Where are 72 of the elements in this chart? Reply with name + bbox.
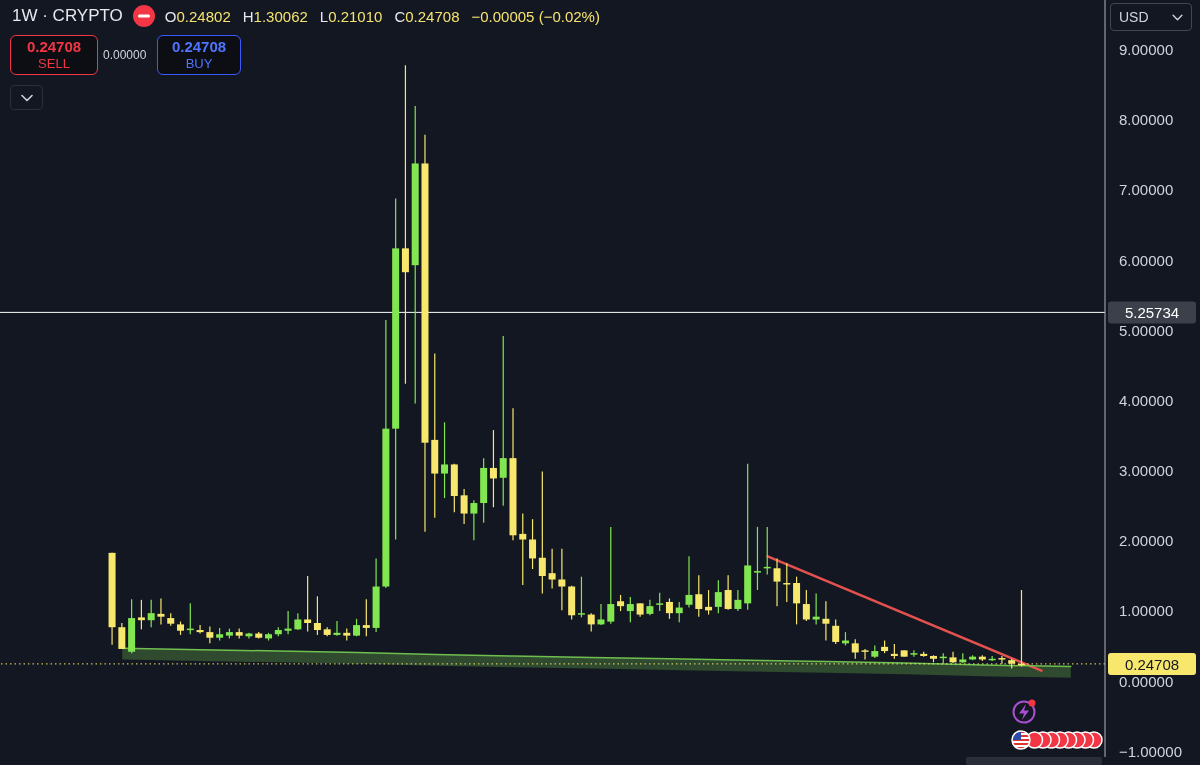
candlestick <box>734 589 742 612</box>
annotation: H1.30062 <box>242 7 308 25</box>
candlestick <box>284 610 292 635</box>
candlestick <box>597 603 605 626</box>
candlestick <box>137 599 145 630</box>
annotation: C0.24708 <box>394 7 460 25</box>
candlestick <box>362 598 370 637</box>
candlestick <box>499 335 507 507</box>
y-tick-label: 4.00000 <box>1119 391 1174 409</box>
annotation: 0.00000 <box>103 48 147 62</box>
candlestick <box>529 518 537 570</box>
candlestick <box>489 429 497 508</box>
candlestick <box>401 64 409 385</box>
candlestick <box>304 575 312 633</box>
candlestick <box>577 576 585 618</box>
y-tick-label: 1.00000 <box>1119 602 1174 620</box>
candlestick <box>910 649 918 658</box>
candlestick <box>587 612 595 633</box>
candlestick <box>333 620 341 637</box>
candlestick <box>607 526 615 625</box>
currency-dropdown: USD <box>1110 3 1192 31</box>
candlestick <box>675 601 683 623</box>
candlestick <box>460 488 468 525</box>
candlestick <box>206 625 214 644</box>
annotation: L0.21010 <box>319 7 383 25</box>
y-tick-label: 2.00000 <box>1119 532 1174 550</box>
y-tick-label: 7.00000 <box>1119 181 1174 199</box>
candlestick <box>558 548 566 611</box>
candlestick <box>519 512 527 586</box>
chart-title: 1W · CRYPTO <box>12 6 123 26</box>
annotation: 0.24708 <box>171 38 227 55</box>
annotation: 0.24708 <box>26 38 82 55</box>
candlestick <box>538 470 546 595</box>
candlestick <box>470 499 478 541</box>
annotation: BUY <box>185 55 213 72</box>
y-tick-label: −1.00000 <box>1119 742 1182 760</box>
candlestick <box>548 548 556 590</box>
sell-button: 0.24708 SELL <box>10 35 98 75</box>
candlestick <box>685 555 693 609</box>
candlestick <box>714 579 722 614</box>
y-tick-label: 8.00000 <box>1119 111 1174 129</box>
candlestick <box>118 622 126 650</box>
y-tick-label: 5.00000 <box>1119 321 1174 339</box>
buy-button: 0.24708 BUY <box>157 35 241 75</box>
candlestick <box>157 597 165 625</box>
candlestick <box>441 421 449 499</box>
candlestick <box>832 618 840 645</box>
y-tick-label: 0.00000 <box>1119 672 1174 690</box>
annotation: O0.24802 <box>164 7 231 25</box>
candlestick <box>724 574 732 611</box>
candlestick <box>626 596 634 623</box>
candlestick <box>147 599 155 628</box>
candlestick <box>313 595 321 636</box>
annotation: −0.00005 (−0.02%) <box>471 7 600 25</box>
candlestick <box>695 574 703 618</box>
ref-line-label: 0.24708 <box>1124 655 1180 673</box>
y-tick-label: 6.00000 <box>1119 251 1174 269</box>
candlestick <box>822 600 830 642</box>
y-tick-label: 9.00000 <box>1119 41 1174 59</box>
annotation: SELL <box>38 55 70 72</box>
candlestick <box>656 592 664 612</box>
candlestick <box>753 526 761 591</box>
y-tick-label: 3.00000 <box>1119 462 1174 480</box>
candlestick <box>665 597 673 620</box>
candlestick <box>851 638 859 660</box>
ref-line-label: 5.25734 <box>1124 303 1180 321</box>
candlestick <box>861 648 869 661</box>
candlestick <box>773 557 781 607</box>
candlestick <box>802 589 810 622</box>
candlestick <box>783 562 791 603</box>
candlestick <box>196 624 204 635</box>
candlestick <box>793 576 801 625</box>
